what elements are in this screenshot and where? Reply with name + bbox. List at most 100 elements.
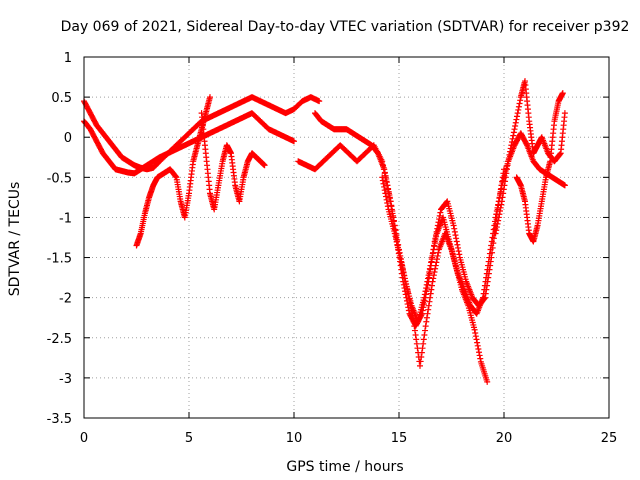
data-point [396,252,403,259]
data-point [431,243,438,250]
data-point [395,247,402,254]
data-point [427,294,434,301]
axis-ticks: 0 5 10 15 20 25 1 0.5 0 -0.5 -1 -1.5 -2 -2.5 -3 -3.5 [47,51,618,446]
data-point [508,142,515,149]
data-point [495,214,502,221]
data-point [424,275,431,282]
x-tick-label: 25 [601,431,618,446]
data-point [481,282,488,289]
data-point [512,122,519,129]
data-point [380,166,387,173]
data-point [472,333,479,340]
data-point [455,244,462,251]
data-point [414,345,421,352]
data-point [561,182,568,189]
data-point [418,354,425,361]
data-point [420,336,427,343]
data-point [507,148,514,155]
data-point [427,262,434,269]
data-point [557,151,564,158]
data-point [421,291,428,298]
data-point [561,110,568,117]
data-point [451,228,458,235]
data-point [511,126,518,133]
data-point [483,270,490,277]
data-point [386,194,393,201]
data-point [419,345,426,352]
data-point [492,230,499,237]
data-point [404,286,411,293]
data-point [423,285,430,292]
data-point [405,289,412,296]
data-point [514,113,521,120]
data-point [398,258,405,265]
data-point [484,266,491,273]
data-point [394,244,401,251]
data-point [424,278,431,285]
data-point [433,233,440,240]
data-point [514,110,521,117]
data-point [498,198,505,205]
data-point [507,145,514,152]
y-tick-label: 1 [64,51,72,66]
data-point [512,119,519,126]
data-point [473,336,480,343]
data-point [430,246,437,253]
y-tick-label: 0 [64,131,72,146]
data-point [455,248,462,255]
data-point [401,272,408,279]
data-point [497,204,504,211]
data-point [487,246,494,253]
data-point [421,294,428,301]
data-point [486,250,493,257]
y-tick-label: -0.5 [47,171,72,186]
data-point [476,349,483,356]
data-point [430,275,437,282]
data-point [406,296,413,303]
y-tick-label: -2 [59,292,72,307]
data-point [509,135,516,142]
data-point [423,318,430,325]
data-point [433,259,440,266]
data-point [485,258,492,265]
data-point [513,116,520,123]
data-point [484,378,491,385]
data-point [488,238,495,245]
data-point [489,234,496,241]
data-point [406,299,413,306]
data-point [385,186,392,193]
y-tick-label: -3.5 [47,412,72,427]
y-tick-label: 0.5 [51,91,72,106]
x-axis-label: GPS time / hours [286,459,403,475]
plot-frame [83,56,610,419]
data-point [497,208,504,215]
data-point [498,201,505,208]
data-point [410,315,417,322]
data-point [499,194,506,201]
data-point [451,225,458,232]
data-point [428,259,435,266]
data-point [424,310,431,317]
data-point [261,162,268,169]
data-point [430,249,437,256]
data-point [408,309,415,316]
data-point [502,178,509,185]
data-point [172,173,179,180]
data-point [425,272,432,279]
data-point [431,240,438,247]
data-point [396,250,403,257]
data-point [506,151,513,158]
data-point [393,238,400,245]
x-tick-label: 10 [286,431,303,446]
data-point [401,275,408,282]
data-point [516,100,523,107]
data-point [384,203,391,210]
data-point [515,106,522,113]
y-tick-label: -1 [59,211,72,226]
data-point [453,235,460,242]
data-point [482,278,489,285]
data-point [393,236,400,243]
data-point [397,255,404,262]
data-point [505,158,512,165]
data-point [394,241,401,248]
